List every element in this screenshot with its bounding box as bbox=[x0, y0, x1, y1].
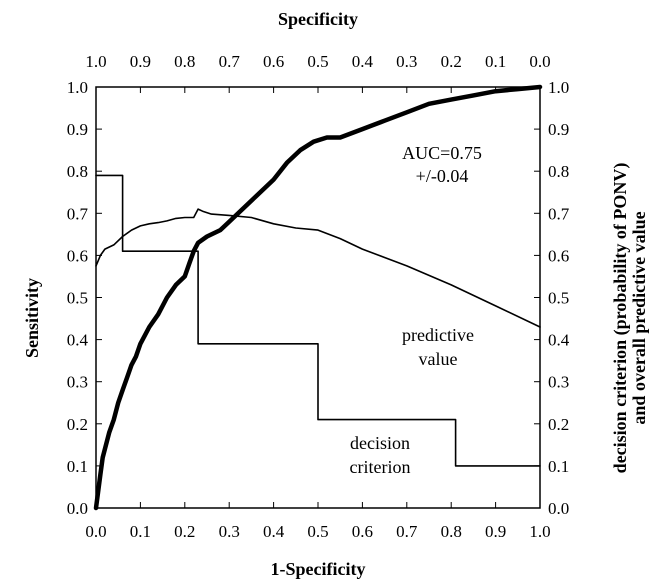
bottom-tick-label: 1.0 bbox=[529, 522, 550, 541]
auc-error-label: +/-0.04 bbox=[416, 166, 469, 186]
series-decision-criterion bbox=[95, 174, 541, 467]
decision-criterion-label-line2: criterion bbox=[350, 457, 411, 477]
left-tick-label: 0.2 bbox=[67, 415, 88, 434]
right-tick-label: 0.0 bbox=[548, 499, 569, 518]
bottom-tick-label: 0.7 bbox=[396, 522, 418, 541]
bottom-tick-label: 0.2 bbox=[174, 522, 195, 541]
left-tick-label: 0.7 bbox=[67, 204, 89, 223]
bottom-tick-label: 0.0 bbox=[85, 522, 106, 541]
bottom-tick-label: 0.1 bbox=[130, 522, 151, 541]
top-tick-labels: 1.0 0.9 0.8 0.7 0.6 0.5 0.4 0.3 0.2 0.1 0.0 bbox=[85, 52, 550, 71]
plot-area bbox=[95, 86, 541, 509]
bottom-tick-label: 0.9 bbox=[485, 522, 506, 541]
bottom-tick-labels: 0.0 0.1 0.2 0.3 0.4 0.5 0.6 0.7 0.8 0.9 1.0 bbox=[85, 522, 550, 541]
top-tick-label: 0.2 bbox=[441, 52, 462, 71]
top-tick-label: 1.0 bbox=[85, 52, 106, 71]
top-axis-title: Specificity bbox=[278, 9, 358, 29]
bottom-tick-label: 0.4 bbox=[263, 522, 285, 541]
top-tick-label: 0.8 bbox=[174, 52, 195, 71]
right-tick-label: 0.5 bbox=[548, 289, 569, 308]
right-tick-label: 0.9 bbox=[548, 120, 569, 139]
series-predictive-value bbox=[95, 208, 541, 328]
top-tick-label: 0.6 bbox=[263, 52, 284, 71]
left-tick-label: 0.3 bbox=[67, 373, 88, 392]
bottom-tick-label: 0.3 bbox=[219, 522, 240, 541]
left-tick-label: 0.8 bbox=[67, 162, 88, 181]
bottom-tick-label: 0.6 bbox=[352, 522, 373, 541]
top-tick-label: 0.4 bbox=[352, 52, 374, 71]
series-roc bbox=[93, 84, 543, 511]
top-tick-label: 0.3 bbox=[396, 52, 417, 71]
predictive-value-label: predictive bbox=[402, 325, 474, 345]
right-tick-label: 0.2 bbox=[548, 415, 569, 434]
right-tick-label: 1.0 bbox=[548, 78, 569, 97]
left-tick-labels: 0.0 0.1 0.2 0.3 0.4 0.5 0.6 0.7 0.8 0.9 1.0 bbox=[67, 78, 89, 518]
top-tick-label: 0.1 bbox=[485, 52, 506, 71]
left-tick-label: 1.0 bbox=[67, 78, 88, 97]
right-axis-title-line2: and overall predictive value bbox=[629, 211, 649, 424]
left-axis-title: Sensitivity bbox=[22, 278, 42, 358]
left-tick-label: 0.1 bbox=[67, 457, 88, 476]
right-tick-label: 0.8 bbox=[548, 162, 569, 181]
bottom-tick-label: 0.8 bbox=[441, 522, 462, 541]
right-tick-label: 0.3 bbox=[548, 373, 569, 392]
left-tick-label: 0.5 bbox=[67, 289, 88, 308]
predictive-value-label-line2: value bbox=[419, 349, 458, 369]
left-tick-label: 0.4 bbox=[67, 331, 89, 350]
bottom-tick-label: 0.5 bbox=[307, 522, 328, 541]
right-axis-title-line1: decision criterion (probability of PONV) bbox=[610, 163, 631, 474]
right-tick-label: 0.7 bbox=[548, 204, 570, 223]
right-tick-label: 0.1 bbox=[548, 457, 569, 476]
left-tick-label: 0.6 bbox=[67, 246, 88, 265]
top-tick-label: 0.5 bbox=[307, 52, 328, 71]
bottom-axis-title: 1-Specificity bbox=[271, 559, 366, 579]
right-tick-label: 0.4 bbox=[548, 331, 570, 350]
top-tick-label: 0.0 bbox=[529, 52, 550, 71]
top-tick-label: 0.7 bbox=[219, 52, 241, 71]
auc-label: AUC=0.75 bbox=[402, 143, 482, 163]
left-tick-label: 0.9 bbox=[67, 120, 88, 139]
right-tick-label: 0.6 bbox=[548, 246, 569, 265]
decision-criterion-label: decision bbox=[350, 433, 410, 453]
series-layer bbox=[93, 84, 543, 511]
right-tick-labels: 0.0 0.1 0.2 0.3 0.4 0.5 0.6 0.7 0.8 0.9 1.0 bbox=[548, 78, 570, 518]
left-tick-label: 0.0 bbox=[67, 499, 88, 518]
top-tick-label: 0.9 bbox=[130, 52, 151, 71]
